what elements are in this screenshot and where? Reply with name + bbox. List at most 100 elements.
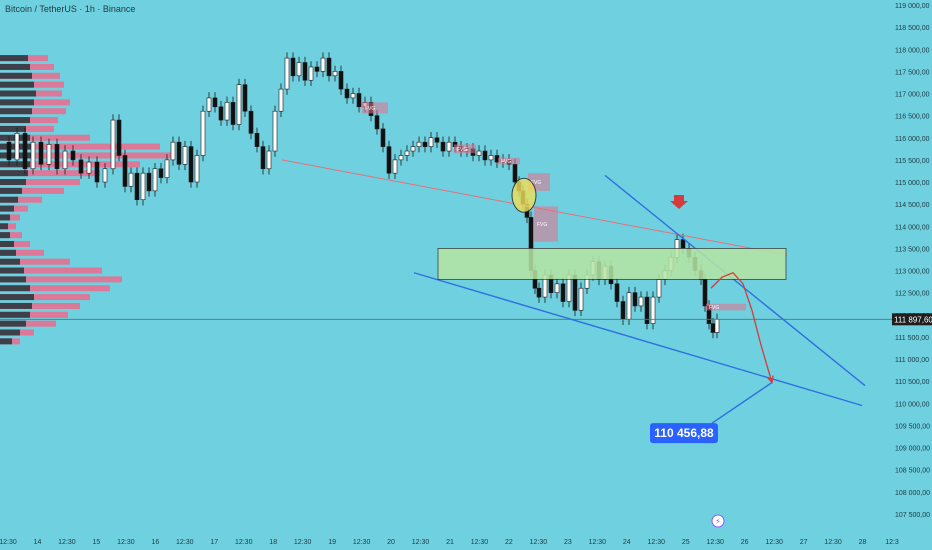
candle-body [86, 161, 92, 174]
x-tick-label: 21 [446, 539, 454, 546]
candle-body [488, 155, 494, 161]
volume-profile-bar-dark [0, 267, 24, 274]
volume-profile-bar-pink [0, 276, 122, 283]
candle-body [560, 283, 566, 302]
volume-profile-bar-dark [0, 249, 16, 256]
volume-profile-bar-dark [0, 338, 12, 345]
x-tick-label: 26 [741, 539, 749, 546]
upper-channel-line [604, 174, 866, 387]
volume-profile-bar-dark [0, 63, 30, 70]
candle-body [714, 318, 720, 333]
candle-body [230, 102, 236, 125]
candle-body [314, 66, 320, 72]
volume-profile-bar-pink [0, 108, 66, 115]
candle-body [116, 119, 122, 156]
x-tick-label: 12:30 [58, 539, 76, 546]
candle-body [38, 141, 44, 165]
volume-profile-bar-dark [0, 320, 26, 327]
candle-body [30, 141, 36, 170]
candle-body [140, 172, 146, 201]
target-marker: 110 456,88 [650, 423, 718, 444]
candle-body [62, 150, 68, 170]
volume-profile-bar-dark [0, 214, 10, 221]
volume-profile-bar-dark [0, 196, 18, 203]
volume-profile-bar-pink [0, 258, 70, 265]
fvg-zone [534, 206, 558, 242]
y-tick-label: 111 500,00 [895, 335, 929, 342]
y-tick-label: 113 000,00 [895, 269, 930, 276]
volume-profile-bar-dark [0, 311, 30, 318]
projected-path-line [710, 271, 773, 383]
volume-profile-bar-pink [0, 187, 64, 194]
candle-body [572, 274, 578, 311]
candle-body [94, 161, 100, 183]
x-tick-label: 22 [505, 539, 513, 546]
candle-body [656, 279, 662, 298]
x-tick-label: 12:30 [824, 539, 842, 546]
candle-body [206, 97, 212, 112]
volume-profile-bar-pink [0, 134, 90, 141]
y-tick-label: 109 000,00 [895, 446, 930, 453]
fvg-label: FVG [537, 222, 547, 228]
candle-body [272, 110, 278, 152]
candle-body [644, 296, 650, 324]
candle-body [296, 62, 302, 77]
volume-profile-bar-dark [0, 125, 26, 132]
y-tick-label: 116 000,00 [895, 136, 930, 143]
volume-profile-bar-pink [0, 179, 80, 186]
event-icon[interactable]: ⚡ [711, 514, 725, 528]
x-tick-label: 12:30 [294, 539, 312, 546]
y-tick-label: 107 500,00 [895, 512, 930, 519]
volume-profile-bar-dark [0, 240, 14, 247]
volume-profile-bar-dark [0, 232, 10, 239]
y-tick-label: 119 000,00 [895, 3, 930, 10]
candle-body [290, 57, 296, 77]
candle-body [266, 150, 272, 170]
y-tick-label: 110 500,00 [895, 379, 930, 386]
candle-body [122, 155, 128, 187]
price-axis[interactable] [892, 0, 932, 550]
x-tick-label: 18 [269, 539, 277, 546]
candle-body [110, 119, 116, 170]
volume-profile-bar-pink [0, 170, 100, 177]
candle-body [128, 172, 134, 187]
volume-profile-bar-dark [0, 179, 26, 186]
fvg-label: FVG [709, 305, 719, 311]
candle-body [200, 110, 206, 156]
x-tick-label: 23 [564, 539, 572, 546]
fvg-zone [362, 102, 388, 114]
y-tick-label: 113 500,00 [895, 246, 930, 253]
y-tick-label: 115 500,00 [895, 158, 930, 165]
volume-profile-bar-pink [0, 285, 110, 292]
volume-profile-bar-dark [0, 205, 14, 212]
candle-body [422, 141, 428, 147]
x-tick-label: 12:30 [0, 539, 17, 546]
candle-body [632, 292, 638, 307]
volume-profile-bar-pink [0, 143, 160, 150]
candle-body [326, 57, 332, 77]
candle-body [386, 146, 392, 174]
candle-body [218, 106, 224, 121]
candle-body [260, 146, 266, 170]
y-tick-label: 112 500,00 [895, 291, 930, 298]
candle-body [134, 172, 140, 201]
x-tick-label: 12:30 [235, 539, 253, 546]
volume-profile-bar-dark [0, 276, 26, 283]
volume-profile-bar-dark [0, 302, 32, 309]
volume-profile-bar-dark [0, 99, 34, 106]
volume-profile-bar-pink [0, 99, 70, 106]
x-tick-label: 20 [387, 539, 395, 546]
volume-profile-bar-dark [0, 294, 34, 301]
volume-profile-bar-dark [0, 187, 22, 194]
y-axis-ticks: 119 000,00 118 500,00 118 000,00 117 500,00… [895, 3, 930, 519]
volume-profile-bar-dark [0, 81, 34, 88]
current-price-label: 111 897,60 [894, 315, 932, 324]
fvg-label: FVG [531, 180, 541, 186]
x-tick-label: 12:30 [765, 539, 783, 546]
y-tick-label: 118 000,00 [895, 47, 930, 54]
lower-channel-line [413, 272, 863, 407]
candle-body [102, 168, 108, 183]
candle-body [416, 141, 422, 147]
time-axis[interactable] [0, 530, 932, 550]
